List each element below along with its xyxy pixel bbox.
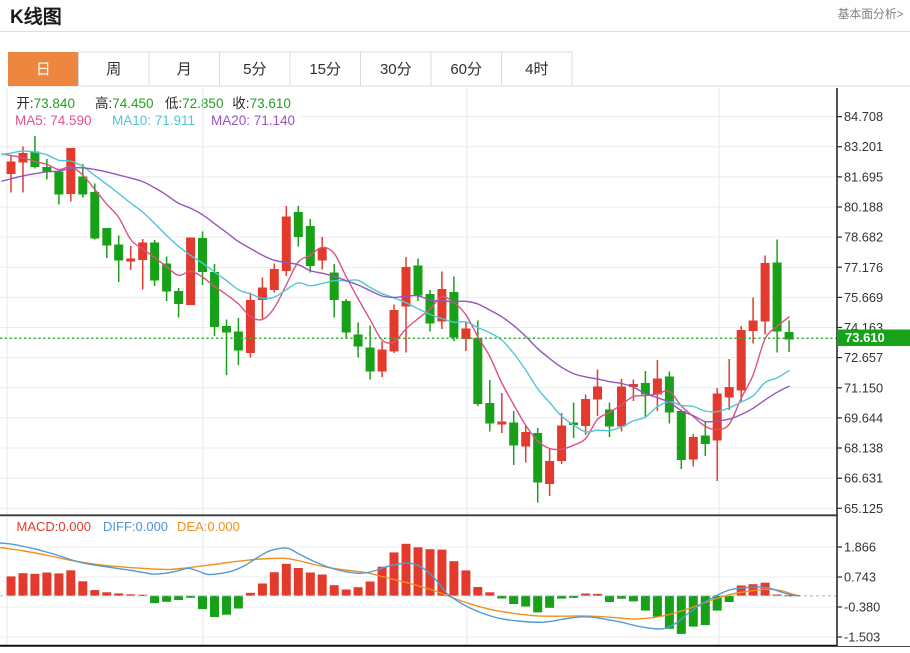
svg-text:69.644: 69.644 bbox=[844, 410, 883, 425]
svg-text:K线图: K线图 bbox=[10, 5, 62, 28]
svg-text:77.176: 77.176 bbox=[844, 260, 883, 275]
svg-text:73.610: 73.610 bbox=[845, 330, 885, 345]
svg-text:15分: 15分 bbox=[309, 61, 341, 78]
svg-text:75.669: 75.669 bbox=[844, 290, 883, 305]
svg-text:日: 日 bbox=[36, 61, 51, 78]
svg-text:-0.380: -0.380 bbox=[844, 600, 880, 615]
svg-text:MACD:0.000: MACD:0.000 bbox=[17, 519, 91, 534]
svg-text:周: 周 bbox=[106, 61, 121, 78]
svg-text:71.150: 71.150 bbox=[844, 380, 883, 395]
svg-text:60分: 60分 bbox=[450, 61, 482, 78]
svg-text:0.743: 0.743 bbox=[844, 570, 876, 585]
svg-text:基本面分析>: 基本面分析> bbox=[838, 7, 904, 21]
svg-text:1.866: 1.866 bbox=[844, 540, 876, 555]
svg-text:81.695: 81.695 bbox=[844, 169, 883, 184]
svg-text:MA5: 74.590: MA5: 74.590 bbox=[15, 113, 92, 128]
svg-text:68.138: 68.138 bbox=[844, 441, 883, 456]
svg-text:4时: 4时 bbox=[525, 61, 548, 78]
svg-text:开:73.840: 开:73.840 bbox=[16, 96, 75, 111]
svg-text:5分: 5分 bbox=[243, 61, 266, 78]
svg-text:低:72.850: 低:72.850 bbox=[165, 96, 224, 111]
svg-text:80.188: 80.188 bbox=[844, 200, 883, 215]
svg-text:66.631: 66.631 bbox=[844, 471, 883, 486]
svg-text:84.708: 84.708 bbox=[844, 109, 883, 124]
svg-text:DEA:0.000: DEA:0.000 bbox=[177, 519, 240, 534]
svg-text:高:74.450: 高:74.450 bbox=[95, 95, 154, 111]
svg-text:月: 月 bbox=[177, 61, 192, 78]
svg-text:DIFF:0.000: DIFF:0.000 bbox=[103, 519, 168, 534]
svg-text:83.201: 83.201 bbox=[844, 139, 883, 154]
svg-text:-1.503: -1.503 bbox=[844, 630, 880, 645]
svg-text:65.125: 65.125 bbox=[844, 501, 883, 516]
svg-text:MA20: 71.140: MA20: 71.140 bbox=[211, 113, 295, 128]
svg-text:30分: 30分 bbox=[380, 61, 412, 78]
svg-text:收:73.610: 收:73.610 bbox=[232, 96, 291, 111]
svg-text:72.657: 72.657 bbox=[844, 350, 883, 365]
svg-text:MA10: 71.911: MA10: 71.911 bbox=[112, 113, 195, 128]
svg-text:78.682: 78.682 bbox=[844, 230, 883, 245]
